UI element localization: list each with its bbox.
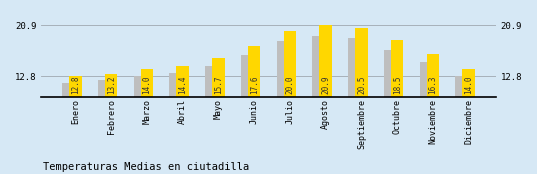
Text: 14.0: 14.0 [142,76,151,94]
Bar [205,66,217,157]
Bar [419,62,432,157]
Text: 16.3: 16.3 [429,76,438,94]
Text: Temperaturas Medias en ciutadilla: Temperaturas Medias en ciutadilla [43,162,249,172]
Text: 18.5: 18.5 [393,76,402,94]
Text: 17.6: 17.6 [250,76,259,94]
Bar [462,69,475,157]
Bar [320,25,332,157]
Text: 20.5: 20.5 [357,76,366,94]
Text: 14.0: 14.0 [464,76,473,94]
Bar [98,80,110,157]
Bar [313,36,325,157]
Text: 15.7: 15.7 [214,76,223,94]
Bar [248,46,260,157]
Bar [384,50,396,157]
Bar [212,58,224,157]
Bar [62,83,75,157]
Bar [105,74,118,157]
Bar [241,55,253,157]
Text: 20.9: 20.9 [321,76,330,94]
Bar [348,38,360,157]
Text: 20.0: 20.0 [286,76,294,94]
Bar [177,66,189,157]
Bar [69,76,82,157]
Bar [427,54,439,157]
Bar [284,31,296,157]
Text: 13.2: 13.2 [107,76,115,94]
Bar [277,41,289,157]
Text: 14.4: 14.4 [178,76,187,94]
Bar [134,76,146,157]
Bar [455,76,468,157]
Bar [355,28,368,157]
Bar [169,73,182,157]
Text: 12.8: 12.8 [71,76,80,94]
Bar [391,40,403,157]
Bar [141,69,153,157]
